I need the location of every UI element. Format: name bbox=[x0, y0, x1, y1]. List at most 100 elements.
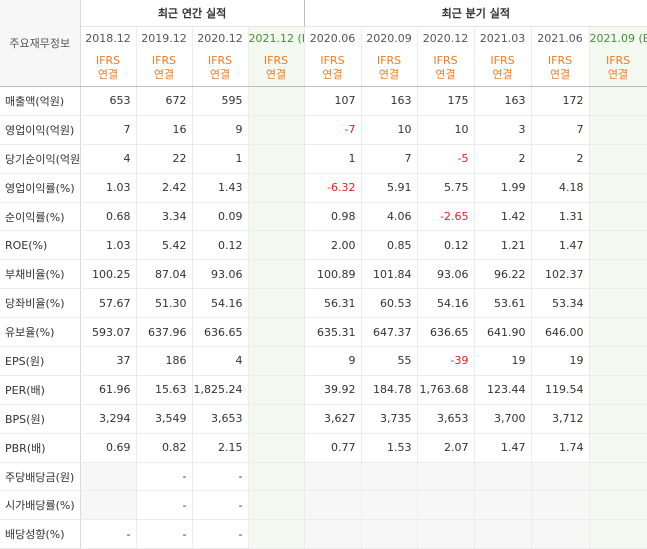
table-cell: 0.12 bbox=[417, 230, 475, 261]
table-cell bbox=[361, 490, 418, 521]
table-cell bbox=[248, 375, 305, 405]
table-row: 영업이익률(%) 1.03 2.42 1.43 -6.32 5.91 5.75 1.99 4.1… bbox=[0, 172, 647, 203]
table-cell: 1.42 bbox=[474, 202, 532, 232]
table-cell bbox=[80, 461, 137, 492]
table-cell bbox=[589, 375, 647, 405]
table-cell: 3,700 bbox=[474, 404, 532, 434]
period-header: 2020.12 bbox=[417, 26, 475, 50]
table-cell: 93.06 bbox=[192, 259, 249, 290]
row-label: 순이익률(%) bbox=[0, 202, 81, 232]
table-cell: 2.42 bbox=[136, 172, 193, 203]
consolidated-label: 연결 bbox=[153, 68, 175, 81]
table-cell bbox=[589, 519, 647, 549]
table-cell: 3.34 bbox=[136, 202, 193, 232]
table-cell: 1.31 bbox=[531, 202, 590, 232]
table-cell: 54.16 bbox=[417, 288, 475, 319]
table-row: BPS(원) 3,294 3,549 3,653 3,627 3,735 3,653 3,70… bbox=[0, 404, 647, 434]
table-cell: 7 bbox=[361, 144, 418, 174]
ifrs-header: IFRS 연결 bbox=[303, 50, 362, 87]
consolidated-label: 연결 bbox=[97, 68, 119, 81]
row-label: 부채비율(%) bbox=[0, 259, 81, 290]
table-cell: - bbox=[192, 519, 249, 549]
table-cell: 646.00 bbox=[531, 317, 590, 348]
table-cell: 100.25 bbox=[80, 259, 137, 290]
table-cell: -7 bbox=[303, 115, 362, 145]
row-label: EPS(원) bbox=[0, 346, 81, 376]
table-cell bbox=[474, 519, 532, 549]
table-cell: 57.67 bbox=[80, 288, 137, 319]
consolidated-label: 연결 bbox=[435, 68, 456, 81]
table-cell bbox=[589, 259, 647, 290]
table-cell bbox=[361, 461, 418, 492]
ifrs-header: IFRS 연결 bbox=[192, 50, 249, 87]
table-cell: -39 bbox=[417, 346, 475, 376]
row-label: 시가배당률(%) bbox=[0, 490, 81, 521]
table-cell: 2.07 bbox=[417, 433, 475, 463]
table-cell: 96.22 bbox=[474, 259, 532, 290]
table-cell: - bbox=[136, 461, 193, 492]
table-cell: 119.54 bbox=[531, 375, 590, 405]
table-cell bbox=[248, 317, 305, 348]
table-cell bbox=[589, 144, 647, 174]
table-cell: 9 bbox=[192, 115, 249, 145]
table-cell: 1.03 bbox=[80, 172, 137, 203]
ifrs-label: IFRS bbox=[151, 54, 177, 67]
period-header: 2021.12 (E) bbox=[248, 26, 305, 50]
table-cell: 7 bbox=[80, 115, 137, 145]
table-cell: 87.04 bbox=[136, 259, 193, 290]
table-cell: 51.30 bbox=[136, 288, 193, 319]
ifrs-header: IFRS 연결 bbox=[136, 50, 193, 87]
table-row: 당기순이익(억원) 4 22 1 1 7 -5 2 2 bbox=[0, 144, 647, 174]
table-row: 영업이익(억원) 7 16 9 -7 10 10 3 7 bbox=[0, 115, 647, 145]
table-cell: 7 bbox=[531, 115, 590, 145]
consolidated-label: 연결 bbox=[378, 68, 400, 81]
table-cell bbox=[531, 461, 590, 492]
table-cell: -5 bbox=[417, 144, 475, 174]
table-cell: 3,549 bbox=[136, 404, 193, 434]
table-cell: 637.96 bbox=[136, 317, 193, 348]
ifrs-label: IFRS bbox=[547, 54, 573, 67]
table-cell: 1.21 bbox=[474, 230, 532, 261]
table-cell: 641.90 bbox=[474, 317, 532, 348]
row-header-label: 주요재무정보 bbox=[0, 0, 81, 87]
table-cell: 1,763.68 bbox=[417, 375, 475, 405]
table-cell: - bbox=[80, 519, 137, 549]
table-cell bbox=[589, 404, 647, 434]
ifrs-header: IFRS 연결 bbox=[417, 50, 475, 87]
table-cell: 0.82 bbox=[136, 433, 193, 463]
ifrs-label: IFRS bbox=[263, 54, 289, 67]
table-cell: 186 bbox=[136, 346, 193, 376]
table-cell bbox=[589, 172, 647, 203]
table-cell bbox=[589, 115, 647, 145]
row-label: 영업이익률(%) bbox=[0, 172, 81, 203]
table-cell: 595 bbox=[192, 86, 249, 116]
ifrs-header: IFRS 연결 bbox=[474, 50, 532, 87]
table-cell bbox=[248, 259, 305, 290]
table-cell: 0.12 bbox=[192, 230, 249, 261]
table-cell: 3,653 bbox=[192, 404, 249, 434]
table-cell: 53.61 bbox=[474, 288, 532, 319]
table-row: 부채비율(%) 100.25 87.04 93.06 100.89 101.84 93.06… bbox=[0, 259, 647, 290]
table-cell: - bbox=[192, 461, 249, 492]
table-cell: 56.31 bbox=[303, 288, 362, 319]
table-cell: 102.37 bbox=[531, 259, 590, 290]
consolidated-label: 연결 bbox=[607, 68, 629, 81]
table-row: PER(배) 61.96 15.63 1,825.24 39.92 184.78 1,763… bbox=[0, 375, 647, 405]
table-cell: 16 bbox=[136, 115, 193, 145]
table-cell: 0.09 bbox=[192, 202, 249, 232]
table-cell: 0.68 bbox=[80, 202, 137, 232]
table-cell bbox=[248, 490, 305, 521]
consolidated-label: 연결 bbox=[492, 68, 513, 81]
table-cell: 54.16 bbox=[192, 288, 249, 319]
annual-group-title: 최근 연간 실적 bbox=[80, 0, 305, 27]
table-cell bbox=[248, 404, 305, 434]
table-cell: 672 bbox=[136, 86, 193, 116]
table-cell bbox=[303, 519, 362, 549]
table-cell: 1.03 bbox=[80, 230, 137, 261]
table-cell bbox=[248, 202, 305, 232]
consolidated-label: 연결 bbox=[209, 68, 231, 81]
table-cell: 647.37 bbox=[361, 317, 418, 348]
consolidated-label: 연결 bbox=[322, 68, 343, 81]
table-cell: 22 bbox=[136, 144, 193, 174]
table-cell bbox=[589, 490, 647, 521]
